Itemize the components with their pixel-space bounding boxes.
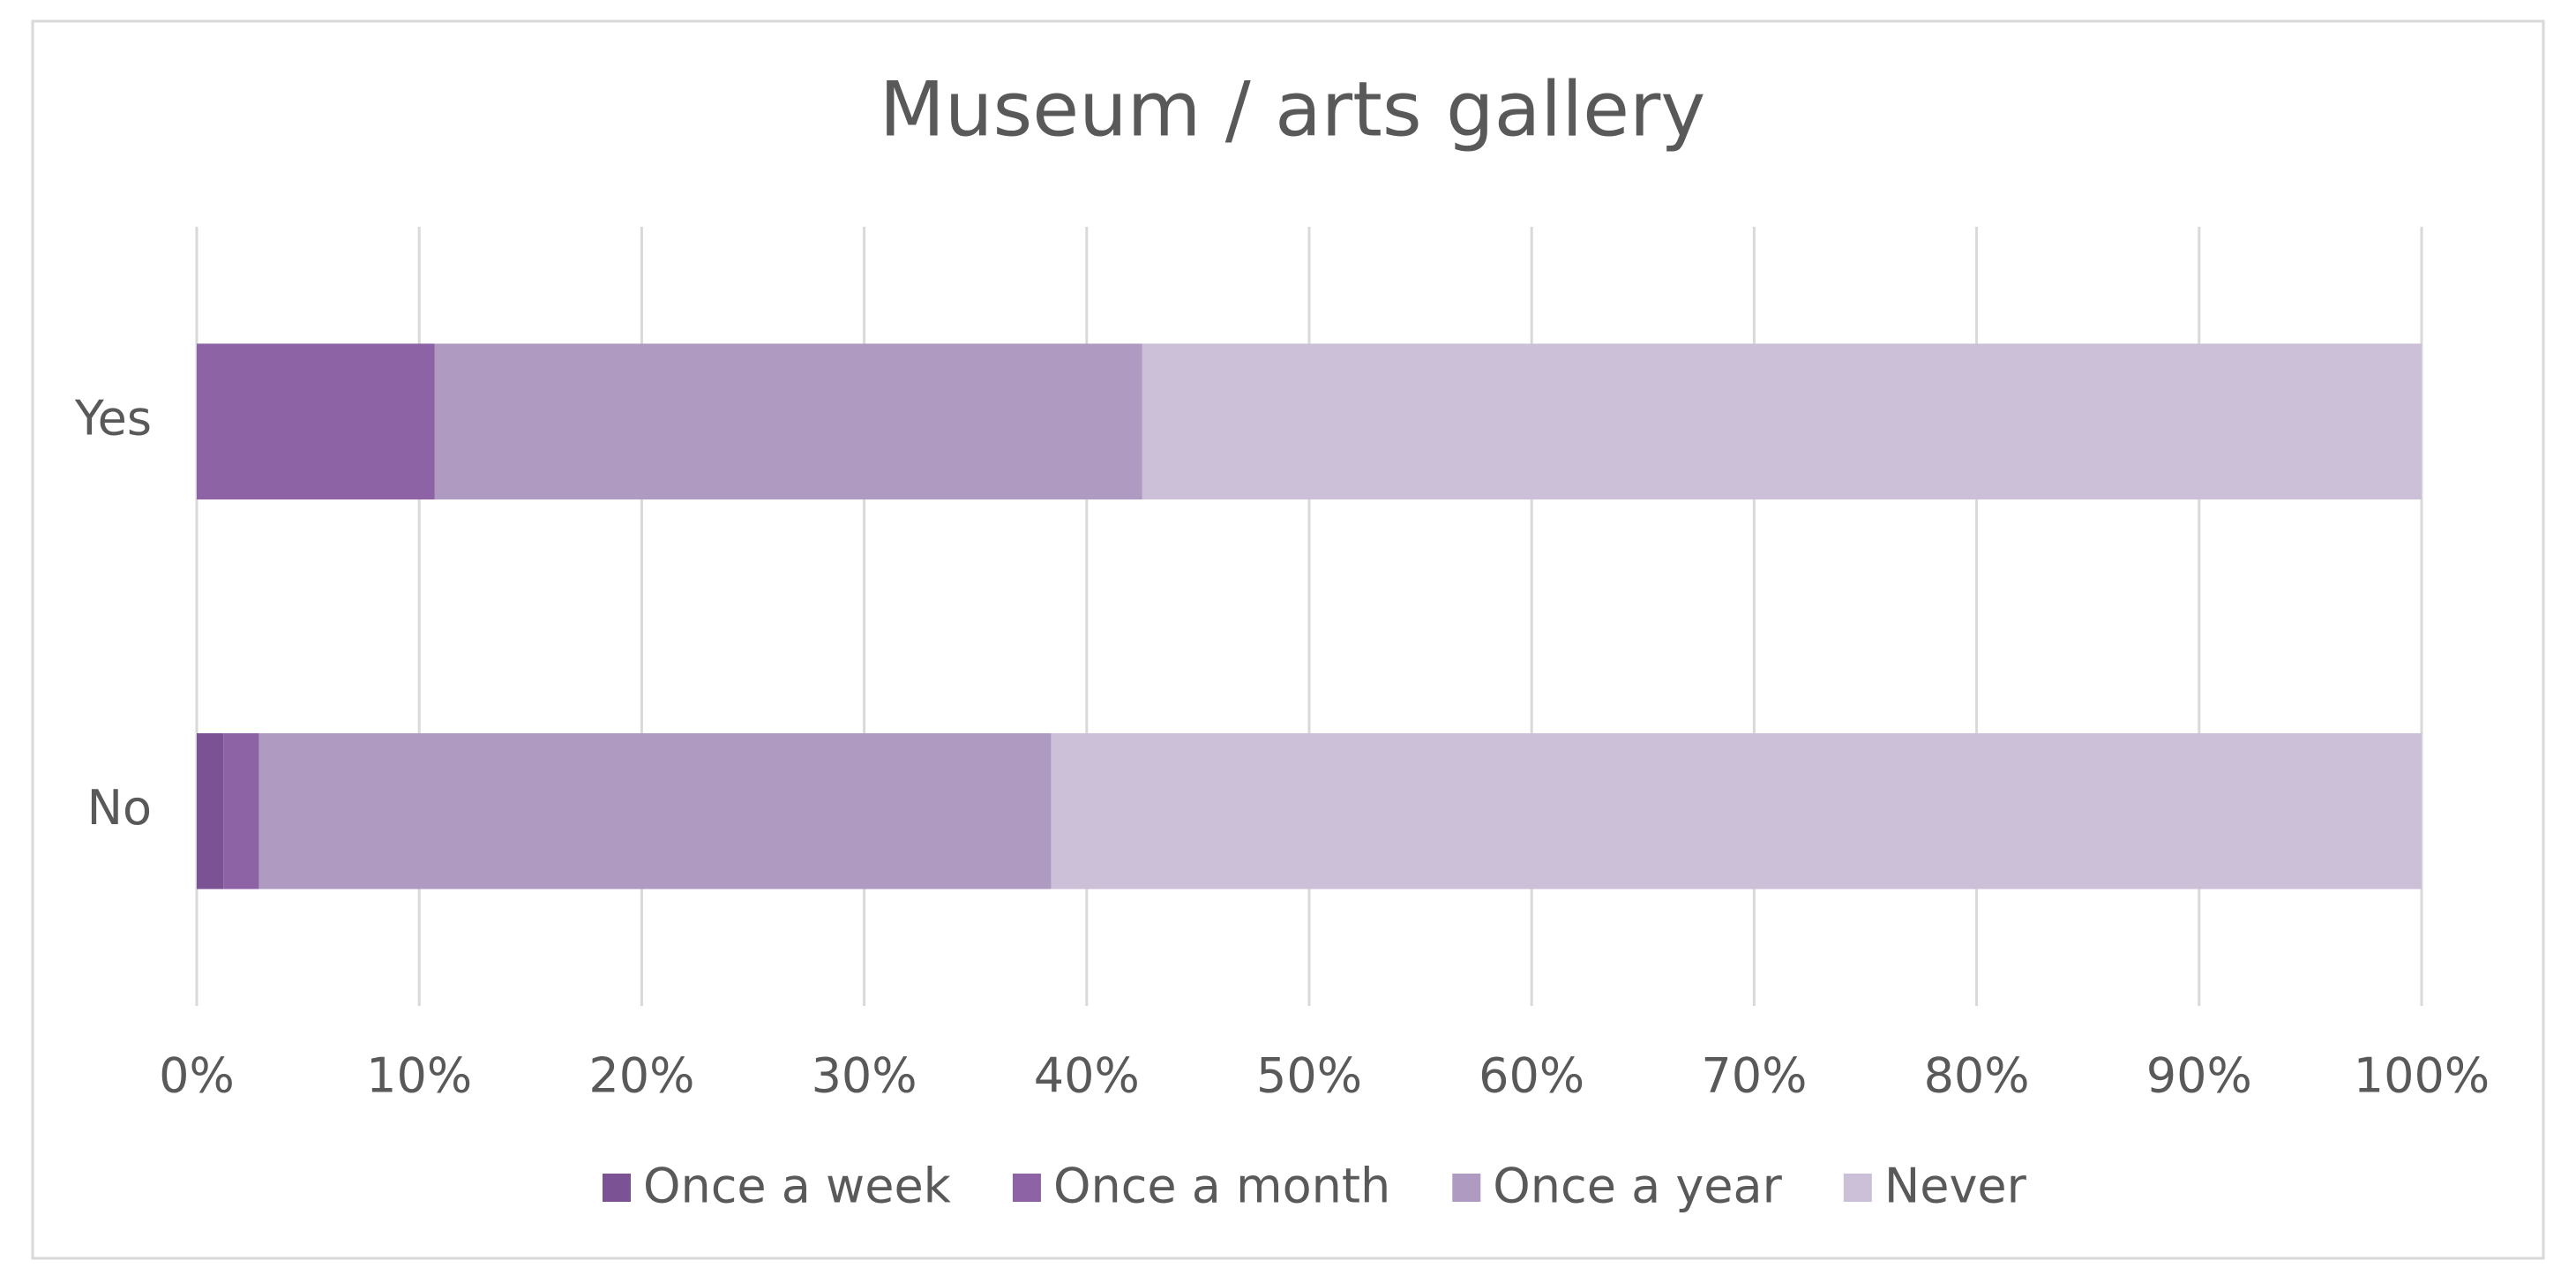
x-tick-label: 50% bbox=[1256, 1048, 1362, 1104]
bar-segment bbox=[223, 732, 259, 889]
y-tick-label: No bbox=[87, 780, 152, 836]
bar-segment bbox=[197, 732, 224, 889]
x-tick-label: 40% bbox=[1034, 1048, 1140, 1104]
x-tick-label: 90% bbox=[2146, 1048, 2252, 1104]
x-tick-label: 80% bbox=[1924, 1048, 2030, 1104]
bar-segment bbox=[1142, 343, 2422, 500]
x-tick-label: 20% bbox=[588, 1048, 694, 1104]
legend-swatch bbox=[603, 1174, 631, 1202]
x-tick-label: 70% bbox=[1701, 1048, 1807, 1104]
legend-swatch bbox=[1843, 1174, 1872, 1202]
bar-segment bbox=[197, 343, 435, 500]
x-tick-label: 100% bbox=[2354, 1048, 2490, 1104]
x-tick-label: 10% bbox=[366, 1048, 472, 1104]
legend-label: Once a week bbox=[643, 1159, 952, 1214]
chart-title: Museum / arts gallery bbox=[880, 65, 1706, 154]
legend-label: Once a month bbox=[1053, 1159, 1390, 1214]
y-tick-label: Yes bbox=[74, 390, 152, 446]
legend-swatch bbox=[1012, 1174, 1041, 1202]
x-tick-label: 60% bbox=[1479, 1048, 1584, 1104]
bar-segment bbox=[1051, 732, 2422, 889]
bar-segment bbox=[258, 732, 1052, 889]
legend-label: Once a year bbox=[1493, 1159, 1782, 1214]
x-tick-label: 0% bbox=[159, 1048, 235, 1104]
bar-segment bbox=[434, 343, 1142, 500]
legend-label: Never bbox=[1884, 1159, 2027, 1214]
x-tick-label: 30% bbox=[812, 1048, 917, 1104]
legend-swatch bbox=[1452, 1174, 1481, 1202]
chart-border bbox=[31, 19, 2545, 1260]
